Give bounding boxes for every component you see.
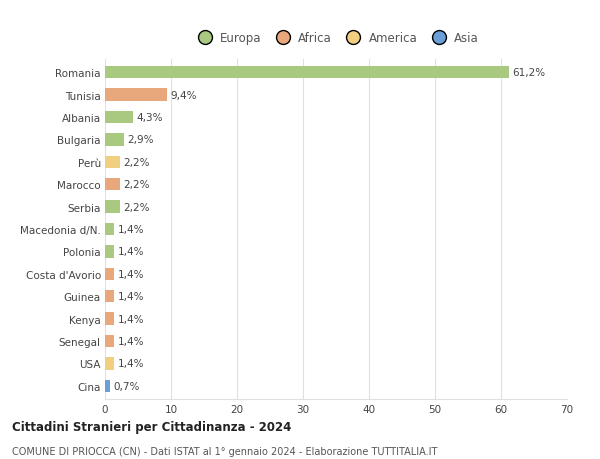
Bar bbox=[105, 246, 114, 258]
Bar bbox=[105, 380, 110, 392]
Text: 0,7%: 0,7% bbox=[113, 381, 139, 391]
Text: 61,2%: 61,2% bbox=[512, 68, 545, 78]
Text: 1,4%: 1,4% bbox=[118, 336, 144, 346]
Text: 1,4%: 1,4% bbox=[118, 224, 144, 235]
Bar bbox=[105, 67, 509, 79]
Text: 1,4%: 1,4% bbox=[118, 291, 144, 302]
Bar bbox=[105, 358, 114, 369]
Text: 2,9%: 2,9% bbox=[127, 135, 154, 145]
Text: 1,4%: 1,4% bbox=[118, 358, 144, 369]
Text: 2,2%: 2,2% bbox=[123, 180, 149, 190]
Text: Cittadini Stranieri per Cittadinanza - 2024: Cittadini Stranieri per Cittadinanza - 2… bbox=[12, 420, 292, 433]
Legend: Europa, Africa, America, Asia: Europa, Africa, America, Asia bbox=[193, 32, 479, 45]
Text: 1,4%: 1,4% bbox=[118, 314, 144, 324]
Text: 2,2%: 2,2% bbox=[123, 202, 149, 212]
Bar bbox=[105, 112, 133, 124]
Bar bbox=[105, 313, 114, 325]
Bar bbox=[105, 201, 119, 213]
Bar bbox=[105, 291, 114, 302]
Bar bbox=[105, 268, 114, 280]
Text: 4,3%: 4,3% bbox=[137, 113, 163, 123]
Text: 1,4%: 1,4% bbox=[118, 247, 144, 257]
Text: COMUNE DI PRIOCCA (CN) - Dati ISTAT al 1° gennaio 2024 - Elaborazione TUTTITALIA: COMUNE DI PRIOCCA (CN) - Dati ISTAT al 1… bbox=[12, 446, 437, 456]
Text: 2,2%: 2,2% bbox=[123, 157, 149, 168]
Text: 1,4%: 1,4% bbox=[118, 269, 144, 279]
Bar bbox=[105, 157, 119, 168]
Bar bbox=[105, 179, 119, 191]
Bar bbox=[105, 224, 114, 235]
Bar bbox=[105, 134, 124, 146]
Bar bbox=[105, 335, 114, 347]
Text: 9,4%: 9,4% bbox=[170, 90, 197, 101]
Bar bbox=[105, 90, 167, 101]
